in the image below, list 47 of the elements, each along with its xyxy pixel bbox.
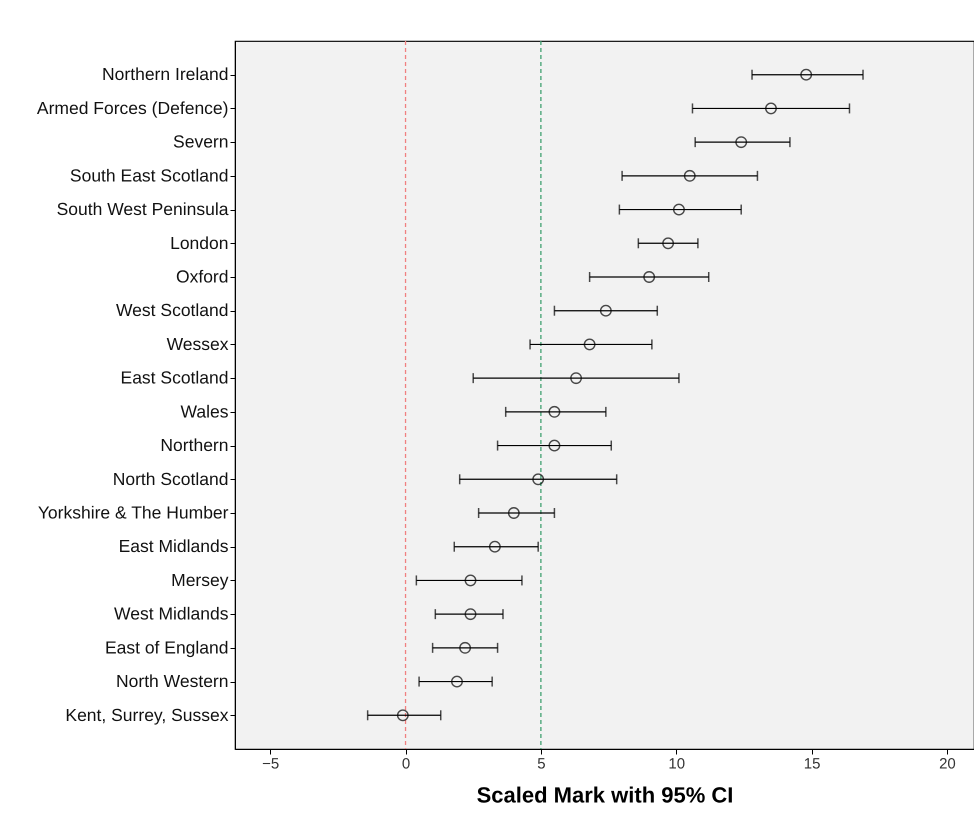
x-tick-label: −5 — [262, 756, 280, 772]
point — [548, 406, 560, 418]
y-tick-label: East Midlands — [118, 536, 229, 556]
point — [508, 507, 520, 519]
point — [570, 372, 582, 384]
y-tick-label: West Midlands — [114, 604, 229, 624]
x-tick-label: 15 — [804, 756, 820, 772]
point — [672, 204, 685, 216]
y-tick-label: Yorkshire & The Humber — [38, 502, 229, 522]
y-tick-label: West Scotland — [116, 300, 228, 320]
y-tick-label: Northern — [160, 435, 228, 456]
y-tick-label: Severn — [173, 132, 228, 152]
y-tick-label: East of England — [104, 637, 228, 658]
y-tick-label: Wessex — [166, 334, 229, 354]
point — [464, 608, 476, 620]
y-tick-label: Oxford — [176, 266, 228, 286]
point — [548, 440, 560, 452]
point — [800, 68, 812, 81]
point — [735, 136, 748, 148]
point — [488, 540, 501, 553]
x-axis-title: Scaled Mark with 95% CI — [476, 782, 734, 808]
x-tick-label: 20 — [939, 756, 956, 772]
y-tick-label: Mersey — [171, 570, 229, 590]
point — [600, 304, 612, 317]
y-tick-label: Northern Ireland — [102, 64, 228, 84]
y-tick-label: North Scotland — [112, 468, 228, 489]
point — [459, 642, 472, 654]
point — [464, 574, 476, 586]
x-tick-label: 0 — [402, 756, 410, 772]
point — [584, 338, 596, 350]
y-tick-label: London — [170, 232, 228, 253]
y-tick-label: Armed Forces (Defence) — [36, 98, 228, 118]
point — [396, 709, 409, 722]
y-tick-label: Kent, Surrey, Sussex — [65, 704, 229, 725]
y-tick-label: East Scotland — [120, 368, 228, 388]
point — [662, 237, 674, 250]
y-tick-label: South West Peninsula — [56, 199, 229, 220]
point — [532, 473, 544, 486]
y-tick-label: South East Scotland — [70, 165, 228, 186]
y-tick-label: North Western — [116, 671, 228, 692]
x-tick-label: 10 — [668, 756, 686, 772]
point — [451, 676, 463, 688]
point — [643, 271, 656, 283]
point — [765, 102, 777, 114]
y-tick-label: Wales — [180, 401, 229, 422]
x-tick-label: 5 — [537, 756, 546, 772]
point — [684, 170, 696, 182]
